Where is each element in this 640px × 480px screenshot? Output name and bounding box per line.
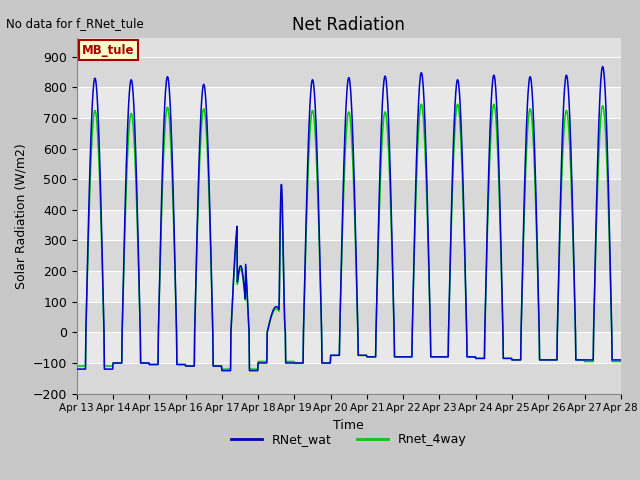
Rnet_4way [218,366,226,372]
Bar [77,87,621,118]
RNet_wat [522,137,530,143]
RNet_wat [433,354,440,360]
Title: Net Radiation: Net Radiation [292,16,405,34]
Legend: RNet_wat, Rnet_4way: RNet_wat, Rnet_4way [226,428,472,451]
Rnet_4way [522,152,530,158]
RNet_wat [599,64,607,70]
Rnet_4way [300,315,308,321]
RNet_wat [218,368,226,373]
Bar [77,57,621,87]
RNet_wat [287,360,294,366]
Rnet_4way [617,359,625,364]
Rnet_4way [73,363,81,369]
Line: Rnet_4way: Rnet_4way [77,104,621,369]
RNet_wat [300,313,308,319]
Rnet_4way [433,354,441,360]
Bar [77,240,621,271]
Bar [77,302,621,332]
RNet_wat [73,366,81,372]
Bar [77,363,621,394]
Text: MB_tule: MB_tule [83,44,135,57]
Bar [77,210,621,240]
Bar [77,271,621,302]
RNet_wat [193,235,201,240]
Y-axis label: Solar Radiation (W/m2): Solar Radiation (W/m2) [14,143,27,289]
RNet_wat [617,357,625,363]
Line: RNet_wat: RNet_wat [77,67,621,371]
Text: No data for f_RNet_tule: No data for f_RNet_tule [6,17,144,30]
Bar [77,179,621,210]
Rnet_4way [570,244,577,250]
Bar [77,149,621,179]
Rnet_4way [417,101,425,107]
Rnet_4way [193,244,201,250]
RNet_wat [569,216,577,221]
Bar [77,118,621,149]
Bar [77,332,621,363]
Rnet_4way [287,359,294,364]
X-axis label: Time: Time [333,419,364,432]
